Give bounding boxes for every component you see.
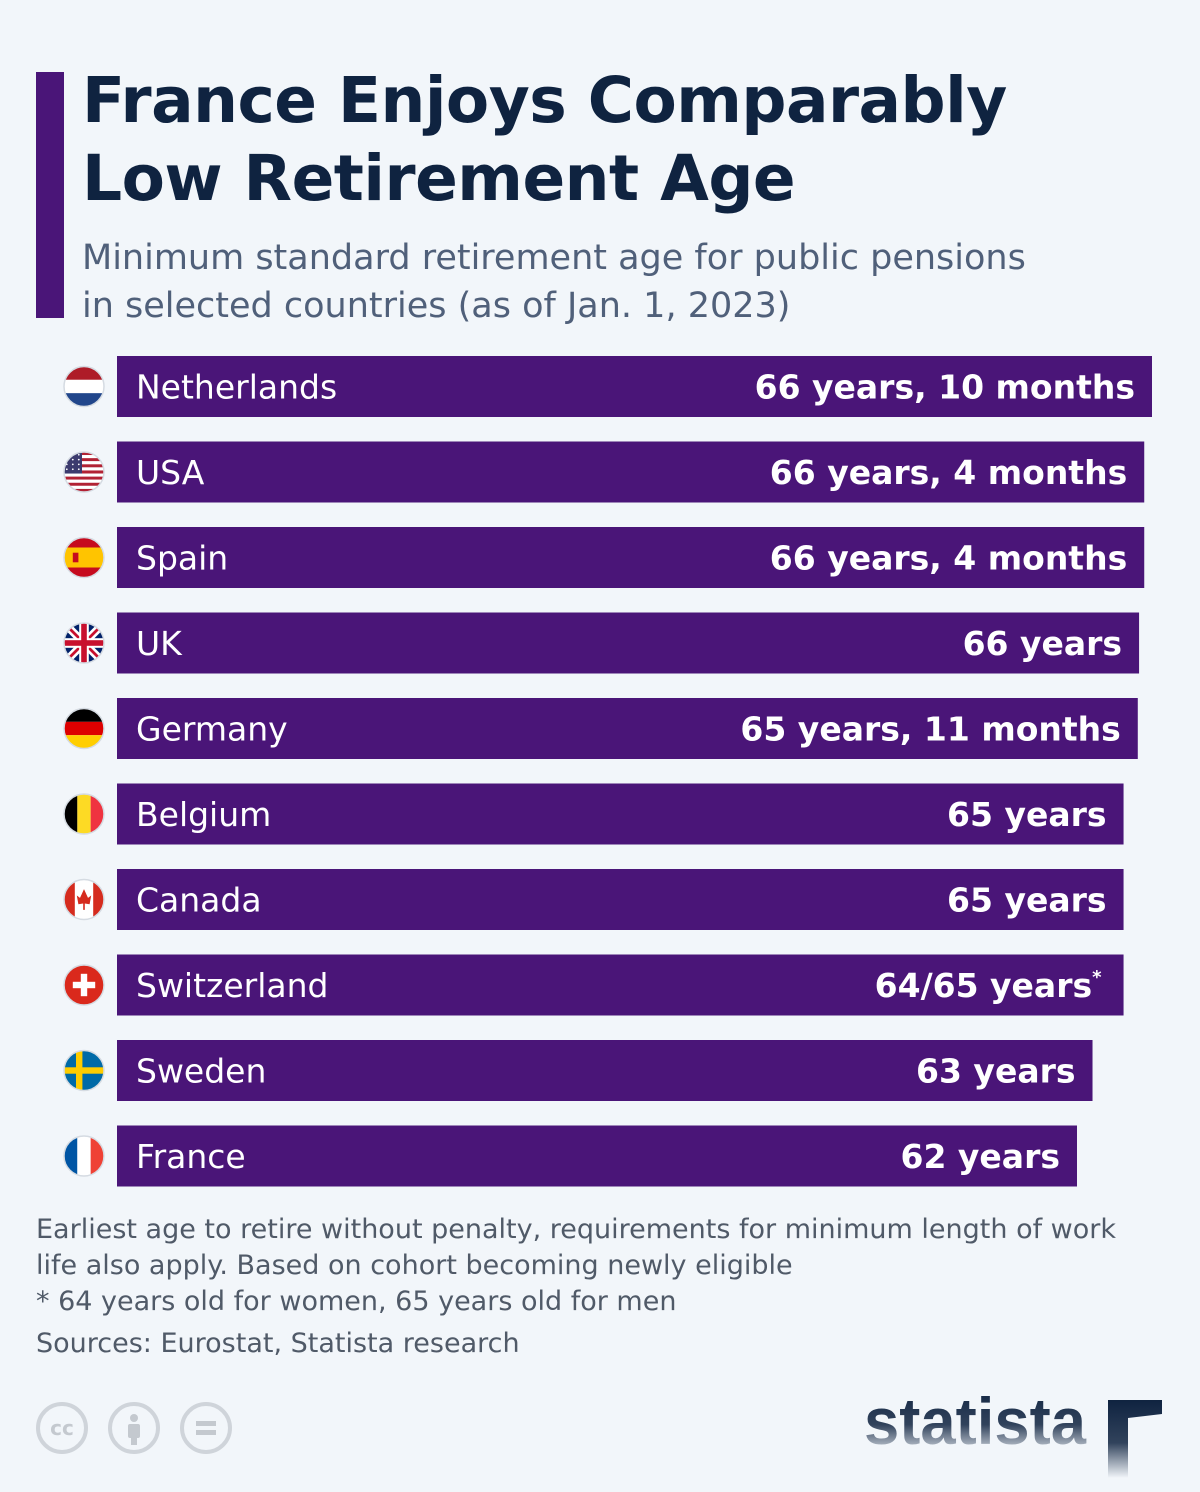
subtitle-line-2: in selected countries (as of Jan. 1, 202… <box>82 286 791 326</box>
value-label: 66 years, 4 months <box>770 453 1127 492</box>
bar <box>117 698 1138 759</box>
value-label: 63 years <box>916 1052 1076 1091</box>
bar <box>117 612 1140 674</box>
sources-note: Sources: Eurostat, Statista research <box>36 1328 520 1359</box>
no-derivatives-icon[interactable] <box>180 1402 232 1454</box>
bar <box>117 356 1152 417</box>
bar <box>117 1040 1093 1101</box>
spain-flag <box>64 537 104 578</box>
note-line-1: Earliest age to retire without penalty, … <box>36 1214 1117 1245</box>
usa-flag <box>64 452 104 492</box>
uk-flag <box>64 623 104 663</box>
logo-mark-icon <box>1108 1400 1162 1478</box>
category-label: Germany <box>136 710 288 749</box>
category-label: Sweden <box>136 1052 266 1091</box>
bar <box>117 954 1124 1016</box>
chart-subtitle: Minimum standard retirement age for publ… <box>82 234 1162 330</box>
bar-chart: Netherlands 66 years, 10 months USA 66 year… <box>63 356 1152 1187</box>
category-label: USA <box>136 453 205 492</box>
sweden-flag <box>64 1050 104 1091</box>
title-accent-bar <box>36 72 64 318</box>
category-label: UK <box>136 624 183 663</box>
value-label: 66 years, 4 months <box>770 539 1127 578</box>
category-label: France <box>136 1137 246 1176</box>
value-label: 65 years, 11 months <box>740 710 1120 749</box>
note-line-3: * 64 years old for women, 65 years old f… <box>36 1286 677 1317</box>
switzerland-flag <box>64 965 104 1005</box>
value-label: 66 years <box>963 624 1123 663</box>
category-label: Belgium <box>136 795 271 834</box>
bar <box>117 527 1145 588</box>
category-label: Spain <box>136 539 228 578</box>
footnotes: Earliest age to retire without penalty, … <box>36 1212 1176 1362</box>
note-line-2: life also apply. Based on cohort becomin… <box>36 1250 793 1281</box>
category-label: Switzerland <box>136 966 329 1005</box>
bar <box>117 869 1124 930</box>
value-label: 64/65 years* <box>875 966 1102 1005</box>
statista-logo[interactable]: statista <box>862 1392 1172 1482</box>
canada-flag <box>64 879 104 920</box>
category-label: Canada <box>136 881 262 920</box>
title-line-1: France Enjoys Comparably <box>82 64 1007 137</box>
value-label: 65 years <box>947 795 1107 834</box>
value-label: 65 years <box>947 881 1107 920</box>
logo-wordmark: statista <box>864 1392 1087 1458</box>
value-label: 62 years <box>901 1137 1061 1176</box>
attribution-icon[interactable] <box>108 1402 160 1454</box>
title-line-2: Low Retirement Age <box>82 142 796 215</box>
chart-title: France Enjoys Comparably Low Retirement … <box>82 62 1162 218</box>
subtitle-line-1: Minimum standard retirement age for publ… <box>82 238 1026 278</box>
bar <box>117 1125 1077 1187</box>
creative-commons-icon[interactable]: cc <box>36 1402 88 1454</box>
bar <box>117 783 1124 845</box>
bar <box>117 441 1145 503</box>
value-label: 66 years, 10 months <box>755 368 1135 407</box>
category-label: Netherlands <box>136 368 337 407</box>
